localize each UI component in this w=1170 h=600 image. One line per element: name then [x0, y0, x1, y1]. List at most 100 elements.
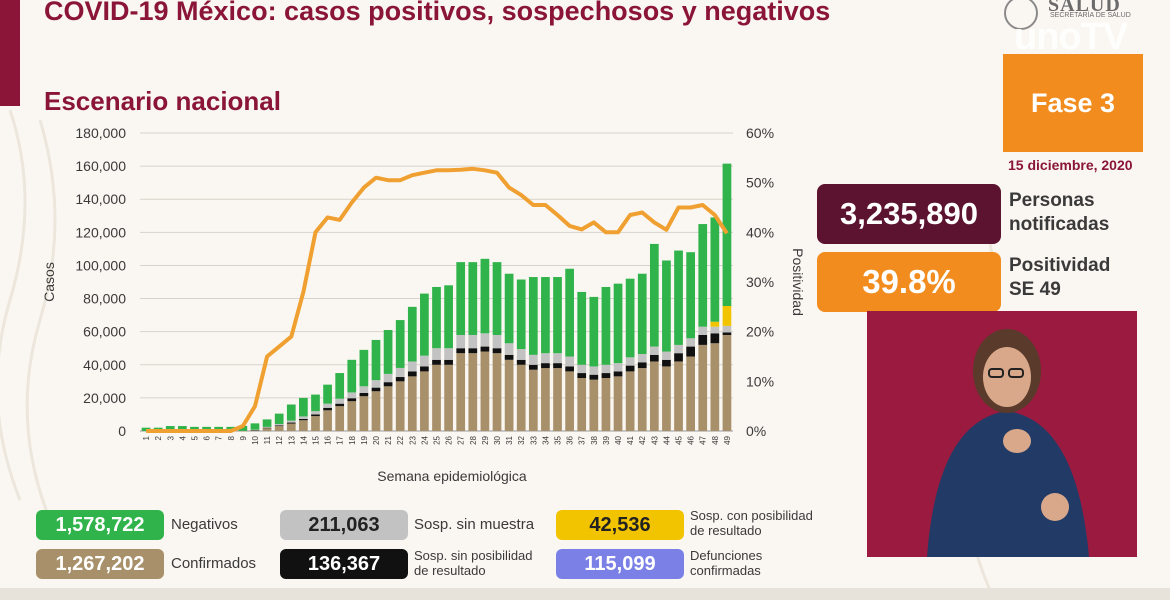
footer-bar — [0, 588, 1170, 600]
bar-confirmados — [383, 386, 393, 431]
bar-sosp-sin-posibilidad-de-resultado — [577, 373, 587, 379]
bar-sosp-sin-posibilidad-de-resultado — [589, 374, 599, 380]
chart-y-label: Casos — [41, 262, 57, 302]
y-tick-label: 80,000 — [83, 291, 126, 307]
chart-y-ticks: 0 20,000 40,000 60,000 80,000 100,000 120,000 1… — [75, 125, 126, 439]
bar-sosp-sin-muestra — [262, 426, 272, 428]
bar-sosp-sin-posibilidad-de-resultado — [323, 407, 332, 411]
bar-confirmados — [444, 364, 453, 431]
bar-confirmados — [589, 379, 599, 431]
bar-negativos — [553, 277, 562, 354]
bar-sosp-sin-muestra — [722, 325, 732, 333]
bar-negativos — [311, 394, 320, 412]
legend-con-posib-value: 42,536 — [556, 510, 684, 540]
y2-tick-label: 20% — [746, 324, 774, 340]
bar-confirmados — [516, 364, 526, 431]
bar-negativos — [323, 384, 332, 404]
x-tick-label: 29 — [481, 435, 490, 444]
y2-tick-label: 10% — [746, 373, 774, 389]
bar-sosp-sin-muestra — [359, 386, 369, 393]
chart-positivity-line — [146, 166, 729, 433]
legend-sin-posib-line1: Sosp. sin posibilidad — [414, 548, 533, 563]
bar-negativos — [662, 260, 671, 352]
bar-negativos — [395, 320, 405, 368]
bar-sosp-sin-posibilidad-de-resultado — [359, 392, 369, 397]
notified-label: Personas notificadas — [1009, 189, 1109, 237]
bar-negativos — [178, 426, 187, 431]
y2-tick-label: 30% — [746, 274, 774, 290]
bar-confirmados — [286, 423, 296, 431]
bar-negativos — [141, 427, 151, 431]
x-tick-label: 8 — [227, 435, 236, 440]
bar-sosp-sin-muestra — [662, 351, 671, 360]
legend-sin-muestra-label: Sosp. sin muestra — [414, 516, 535, 533]
bar-negativos — [613, 283, 623, 364]
x-tick-label: 32 — [517, 435, 526, 444]
bar-sosp-sin-posibilidad-de-resultado — [541, 363, 550, 369]
bar-confirmados — [468, 353, 478, 431]
x-tick-label: 13 — [287, 435, 296, 444]
bar-confirmados — [504, 359, 514, 431]
bar-confirmados — [274, 426, 284, 431]
bar-sosp-sin-muestra — [589, 366, 599, 375]
bar-sosp-sin-muestra — [504, 343, 514, 355]
chart-bars — [141, 163, 732, 432]
bar-negativos — [238, 425, 248, 431]
y-tick-label: 180,000 — [75, 125, 126, 141]
bar-negativos — [516, 279, 526, 350]
bar-negativos — [637, 273, 647, 355]
bar-confirmados — [359, 396, 369, 431]
bar-sosp-sin-muestra — [553, 353, 562, 364]
bar-confirmados — [432, 364, 441, 431]
bar-sosp-sin-muestra — [674, 344, 683, 354]
bar-sosp-sin-muestra — [565, 356, 574, 367]
bar-negativos — [492, 262, 502, 335]
bar-sosp-sin-muestra — [420, 355, 429, 367]
bar-sosp-sin-muestra — [371, 380, 381, 388]
bar-sosp-sin-muestra — [613, 363, 623, 372]
x-tick-label: 17 — [336, 435, 345, 444]
bar-sosp-sin-muestra — [407, 361, 417, 372]
x-tick-label: 2 — [154, 435, 163, 440]
brand-strip — [0, 0, 20, 106]
bar-negativos — [202, 426, 211, 431]
bar-sosp-sin-muestra — [528, 354, 538, 365]
bar-sosp-sin-posibilidad-de-resultado — [395, 377, 405, 382]
x-tick-label: 22 — [396, 435, 405, 444]
bar-sosp-sin-muestra — [601, 364, 611, 374]
legend-sin-muestra-value: 211,063 — [280, 510, 408, 540]
y-tick-label: 0 — [118, 423, 126, 439]
y2-tick-label: 0% — [746, 423, 766, 439]
bar-negativos — [528, 277, 538, 355]
x-tick-label: 7 — [215, 435, 224, 440]
bar-sosp-sin-posibilidad-de-resultado — [722, 332, 732, 335]
bar-sosp-sin-posibilidad-de-resultado — [456, 348, 466, 354]
bar-negativos — [686, 252, 695, 339]
logo-text: SALUD — [1048, 0, 1121, 16]
interpreter-video — [867, 311, 1137, 557]
bar-negativos — [601, 286, 611, 365]
bar-sosp-sin-muestra — [323, 403, 332, 408]
bar-sosp-sin-muestra — [383, 373, 393, 383]
bar-sosp-sin-posibilidad-de-resultado — [262, 427, 272, 429]
bar-confirmados — [335, 406, 345, 431]
bar-sosp-con-posibilidad-de-resultado — [710, 321, 720, 327]
bar-negativos — [649, 243, 659, 347]
x-tick-label: 24 — [420, 435, 429, 444]
x-tick-label: 46 — [687, 435, 696, 444]
x-tick-label: 27 — [457, 435, 466, 444]
bar-negativos — [577, 291, 587, 365]
bar-sosp-sin-posibilidad-de-resultado — [492, 348, 502, 354]
x-tick-label: 10 — [251, 435, 260, 444]
bar-sosp-sin-posibilidad-de-resultado — [347, 398, 357, 402]
bar-sosp-sin-posibilidad-de-resultado — [407, 371, 417, 377]
bar-confirmados — [480, 351, 490, 431]
bar-sosp-sin-muestra — [347, 392, 357, 399]
positivity-line — [146, 166, 729, 433]
x-tick-label: 20 — [372, 435, 381, 444]
bar-negativos — [165, 426, 175, 431]
bar-sosp-sin-muestra — [432, 348, 441, 360]
y-tick-label: 60,000 — [83, 324, 126, 340]
bar-negativos — [190, 426, 199, 431]
